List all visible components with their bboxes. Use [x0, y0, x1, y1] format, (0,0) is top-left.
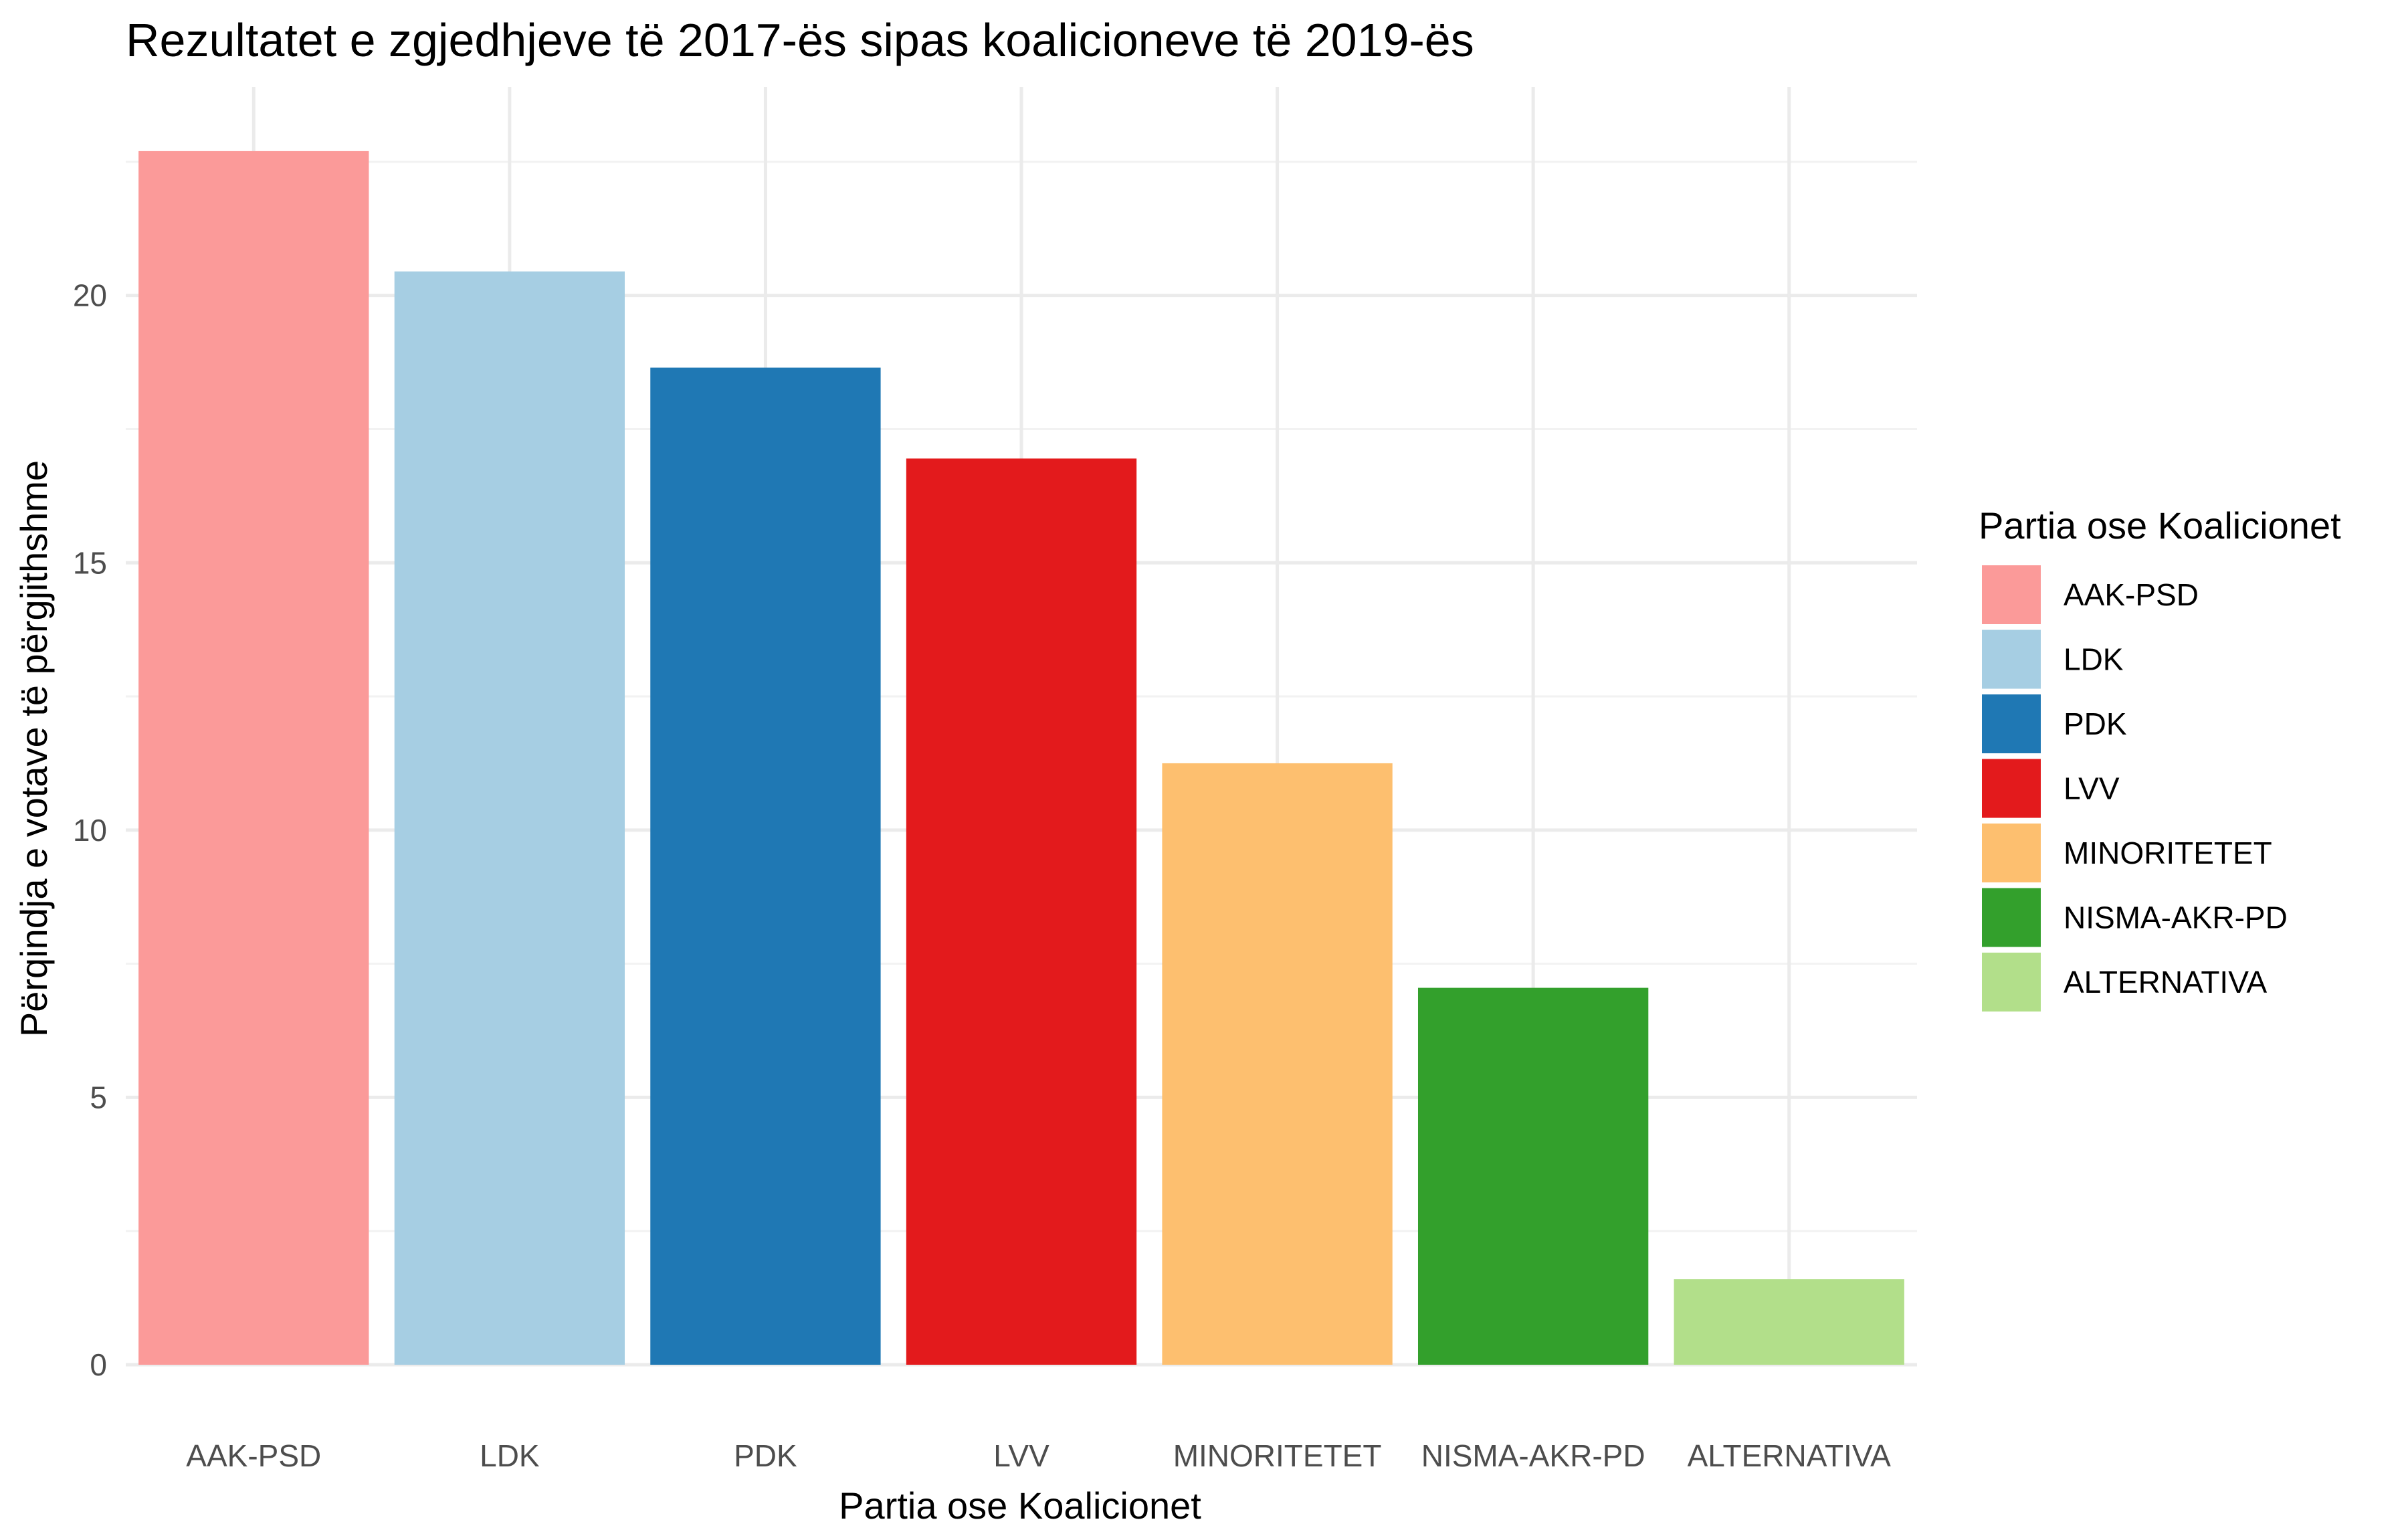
bar-aak-psd [138, 151, 369, 1365]
legend-label: LDK [2064, 642, 2124, 677]
bar-nisma-akr-pd [1417, 987, 1649, 1365]
legend-key [1982, 759, 2041, 818]
x-tick-label: PDK [734, 1438, 797, 1473]
legend-key [1982, 630, 2041, 689]
legend-key [1982, 824, 2041, 882]
legend-label: LVV [2064, 771, 2120, 806]
legend-title: Partia ose Koalicionet [1979, 504, 2341, 547]
x-tick-label: AAK-PSD [186, 1438, 321, 1473]
x-tick-label: LDK [480, 1438, 540, 1473]
y-tick-label: 15 [73, 545, 107, 580]
y-tick-label: 20 [73, 278, 107, 313]
legend-label: AAK-PSD [2064, 577, 2199, 612]
x-axis-title: Partia ose Koalicionet [839, 1484, 1201, 1527]
legend-label: ALTERNATIVA [2064, 965, 2267, 999]
bar-minoritetet [1162, 763, 1393, 1365]
y-tick-label: 5 [90, 1080, 107, 1115]
chart-title: Rezultatet e zgjedhjeve të 2017-ës sipas… [126, 14, 1474, 66]
legend-key [1982, 888, 2041, 947]
y-tick-label: 0 [90, 1347, 107, 1382]
legend-label: MINORITETET [2064, 836, 2272, 870]
x-tick-label: LVV [993, 1438, 1049, 1473]
legend-label: PDK [2064, 706, 2127, 741]
y-tick-label: 10 [73, 813, 107, 848]
legend: AAK-PSD LDK PDK LVV MINORITETET NISMA-AKR-PD A… [1982, 565, 2288, 1012]
x-tick-label: MINORITETET [1173, 1438, 1382, 1473]
x-tick-label: NISMA-AKR-PD [1421, 1438, 1645, 1473]
x-tick-label: ALTERNATIVA [1688, 1438, 1891, 1473]
legend-key [1982, 565, 2041, 624]
legend-key [1982, 694, 2041, 753]
legend-label: NISMA-AKR-PD [2064, 900, 2288, 935]
bar-alternativa [1674, 1279, 1904, 1365]
bar-pdk [650, 367, 881, 1365]
y-axis-title: Përqindja e votave të përgjithshme [13, 460, 55, 1037]
legend-key [1982, 953, 2041, 1012]
bars [138, 151, 1904, 1365]
y-axis-ticks: 0 5 10 15 20 [73, 278, 107, 1382]
bar-lvv [906, 458, 1137, 1365]
x-axis-ticks: AAK-PSD LDK PDK LVV MINORITETET NISMA-AKR-PD A… [186, 1438, 1891, 1473]
bar-ldk [394, 271, 625, 1365]
